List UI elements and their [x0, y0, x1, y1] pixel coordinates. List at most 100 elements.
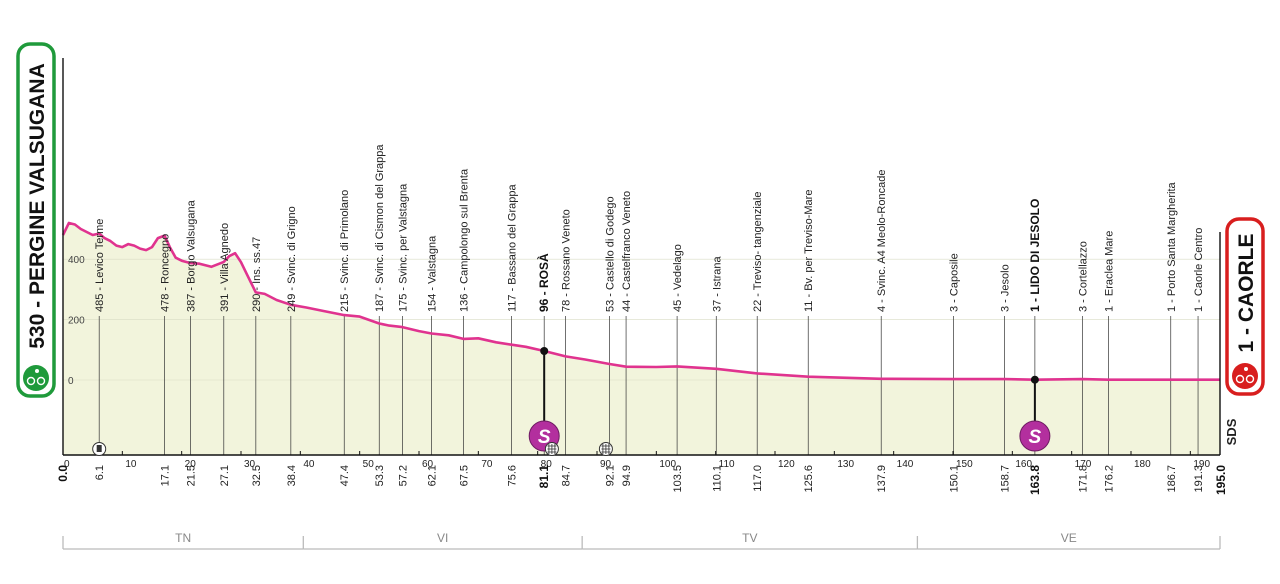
elevation-tick-label: 0 — [68, 376, 74, 387]
sprint-icon-letter: S — [1029, 427, 1042, 448]
finish-name: 1 - CAORLE — [1235, 233, 1258, 352]
waypoint-label: 1 - Eraclea Mare — [1103, 231, 1115, 312]
finish-bike-icon — [1232, 363, 1258, 389]
waypoint-km-label: 67.5 — [459, 465, 471, 486]
finish-km-label: 195.0 — [1214, 465, 1228, 495]
x-tick-label: 30 — [244, 459, 256, 470]
waypoint-km-label: 158.7 — [1000, 465, 1012, 493]
waypoint-label: 136 - Campolongo sul Brenta — [459, 168, 471, 312]
x-tick-label: 110 — [719, 459, 735, 470]
x-tick-label: 160 — [1015, 459, 1032, 470]
waypoint-label: 175 - Svinc. per Valstagna — [397, 183, 409, 312]
x-tick-label: 100 — [659, 459, 676, 470]
x-tick-label: 90 — [600, 459, 612, 470]
elevation-tick-label: 200 — [68, 316, 85, 327]
start-name: 530 - PERGINE VALSUGANA — [26, 63, 49, 349]
waypoint-label: 1 - Caorle Centro — [1193, 228, 1205, 312]
waypoint-label: 37 - Istrana — [711, 255, 723, 312]
waypoint-km-label: 191.3 — [1193, 465, 1205, 493]
waypoint-km-label: 163.8 — [1028, 465, 1042, 495]
finish-bike-rider — [1244, 367, 1248, 371]
x-tick-label: 60 — [422, 459, 434, 470]
brand-logo: SDS — [1224, 418, 1239, 445]
waypoint-km-label: 21.5 — [186, 465, 198, 486]
start-km-label: 0.0 — [56, 465, 70, 482]
region-label: TN — [175, 531, 191, 545]
waypoint-label: 44 - Castelfranco Veneto — [621, 191, 633, 312]
x-tick-label: 170 — [1075, 459, 1092, 470]
waypoint-km-label: 57.2 — [397, 465, 409, 486]
sprint-dot — [540, 347, 549, 356]
profile-area — [63, 223, 1220, 455]
waypoint-km-label: 17.1 — [159, 465, 171, 486]
x-tick-label: 80 — [541, 459, 553, 470]
waypoint-km-label: 47.4 — [339, 465, 351, 486]
circle-icon-core — [96, 445, 102, 452]
waypoint-label: 78 - Rossano Veneto — [561, 209, 573, 312]
x-tick-label: 130 — [837, 459, 854, 470]
waypoint-label: 187 - Svinc. di Cismon del Grappa — [374, 144, 386, 312]
finish-bike-wheel — [1235, 374, 1245, 384]
waypoint-km-label: 62.1 — [426, 465, 438, 486]
sprint-icon — [1019, 420, 1051, 452]
waypoint-km-label: 27.1 — [219, 465, 231, 486]
x-tick-label: 70 — [481, 459, 493, 470]
waypoint-km-label: 110.1 — [711, 465, 723, 492]
finish-bike-wheel — [1245, 374, 1255, 384]
waypoint-label: 22 - Treviso- tangenziale — [752, 192, 764, 312]
start-bike-icon — [23, 365, 49, 391]
waypoint-km-label: 92.1 — [604, 465, 616, 486]
waypoint-km-label: 53.3 — [374, 465, 386, 486]
waypoint-km-label: 150.1 — [949, 465, 961, 493]
region-label: VI — [437, 531, 448, 545]
region-label: VE — [1061, 531, 1077, 545]
x-tick-label: 190 — [1193, 459, 1210, 470]
finish-banner — [1225, 217, 1265, 396]
waypoint-label: 4 - Svinc. A4 Meolo-Roncade — [876, 170, 888, 312]
start-bike-wheel — [26, 376, 36, 386]
waypoint-label: 11 - Bv. per Treviso-Mare — [803, 190, 815, 312]
sprint-dot — [1030, 375, 1039, 384]
waypoint-label: 387 - Borgo Valsugana — [186, 199, 198, 312]
start-bike-wheel — [36, 376, 46, 386]
x-tick-label: 10 — [125, 459, 137, 470]
waypoint-label: 45 - Vedelago — [672, 244, 684, 312]
x-tick-label: 0 — [64, 459, 70, 470]
waypoint-label: 3 - Cortellazzo — [1077, 241, 1089, 312]
waypoint-km-label: 117.0 — [752, 465, 764, 492]
waypoint-label: 117 - Bassano del Grappa — [507, 184, 519, 312]
waypoint-km-label: 137.9 — [876, 465, 888, 493]
waypoint-label: 249 - Svinc. di Grigno — [286, 206, 298, 312]
waypoint-label: 391 - Villa Agnedo — [219, 223, 231, 312]
waypoint-label: 3 - Jesolo — [1000, 264, 1012, 312]
waypoint-km-label: 84.7 — [561, 465, 573, 486]
region-label: TV — [742, 531, 757, 545]
waypoint-km-label: 32.5 — [251, 465, 263, 486]
waypoint-label: 485 - Levico Terme — [94, 219, 106, 312]
waypoint-label: 478 - Roncegno — [159, 234, 171, 312]
profile-line — [61, 221, 1220, 381]
waypoint-km-label: 94.9 — [621, 465, 633, 486]
waypoint-label: 1 - LIDO DI JESOLO — [1028, 199, 1042, 312]
x-tick-label: 150 — [956, 459, 973, 470]
waypoint-label: 1 - Porto Santa Margherita — [1166, 181, 1178, 312]
x-tick-label: 140 — [897, 459, 914, 470]
waypoint-label: 96 - ROSÀ — [536, 253, 551, 312]
waypoint-km-label: 6.1 — [94, 465, 106, 480]
x-tick-label: 40 — [303, 459, 315, 470]
start-banner — [16, 42, 56, 398]
waypoint-km-label: 81.1 — [537, 465, 551, 489]
waypoint-km-label: 171.8 — [1077, 465, 1089, 493]
waypoint-km-label: 103.5 — [672, 465, 684, 493]
x-tick-label: 120 — [778, 459, 795, 470]
x-tick-label: 20 — [185, 459, 197, 470]
waypoint-km-label: 125.6 — [803, 465, 815, 493]
waypoint-label: 3 - Caposile — [949, 253, 961, 312]
waypoint-label: 53 - Castello di Godego — [604, 196, 616, 312]
waypoint-km-label: 75.6 — [507, 465, 519, 486]
x-tick-label: 50 — [363, 459, 375, 470]
waypoint-label: 154 - Valstagna — [426, 235, 438, 312]
waypoint-label: 290 - Ins. ss.47 — [251, 237, 263, 312]
waypoint-km-label: 176.2 — [1103, 465, 1115, 493]
